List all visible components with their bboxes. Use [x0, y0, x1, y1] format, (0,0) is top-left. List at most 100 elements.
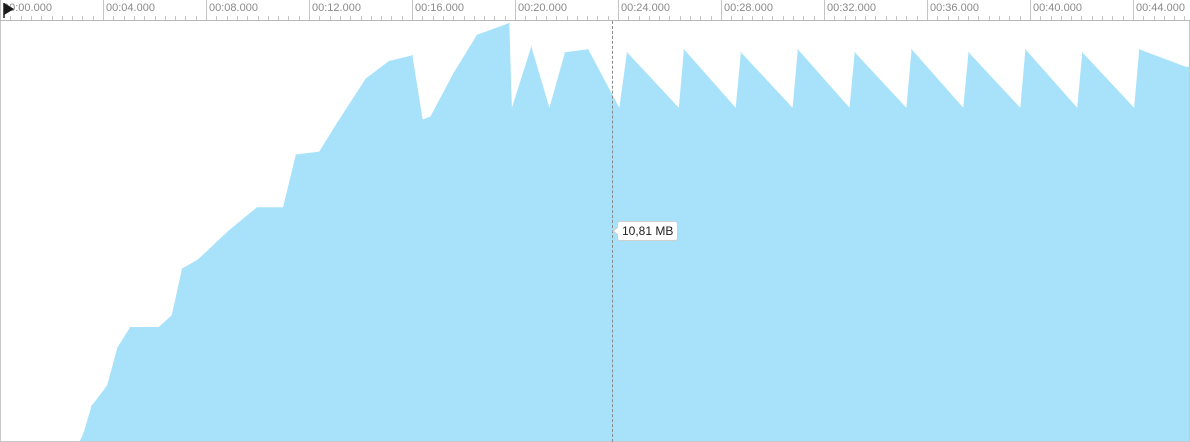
ruler-minor-tick	[742, 16, 743, 20]
playhead-flag-icon[interactable]	[3, 2, 15, 18]
memory-sample-point	[1133, 107, 1135, 109]
ruler-tick-label: 00:20.000	[518, 2, 567, 14]
ruler-minor-tick	[628, 16, 629, 20]
memory-sample-point	[256, 207, 258, 209]
memory-sample-point	[905, 107, 907, 109]
memory-sample-point	[129, 327, 131, 328]
ruler-minor-tick	[803, 16, 804, 20]
ruler-minor-tick	[247, 16, 248, 20]
ruler-minor-tick	[422, 16, 423, 20]
memory-sample-point	[1019, 107, 1021, 109]
ruler-minor-tick	[762, 16, 763, 20]
memory-sample-point	[158, 327, 160, 328]
ruler-minor-tick	[783, 16, 784, 20]
ruler-minor-tick	[1081, 16, 1082, 20]
ruler-minor-tick	[700, 16, 701, 20]
ruler-minor-tick	[937, 16, 938, 20]
memory-sample-point	[854, 52, 856, 54]
time-ruler[interactable]: 00:00.000 00:04.000 00:08.000 00:12.000 00:1…	[0, 0, 1190, 21]
ruler-major-tick	[103, 0, 104, 20]
ruler-minor-tick	[443, 16, 444, 20]
ruler-minor-tick	[587, 16, 588, 20]
ruler-minor-tick	[216, 16, 217, 20]
ruler-minor-tick	[453, 16, 454, 20]
ruler-minor-tick	[185, 16, 186, 20]
ruler-minor-tick	[1174, 16, 1175, 20]
ruler-minor-tick	[896, 16, 897, 20]
ruler-minor-tick	[62, 16, 63, 20]
ruler-minor-tick	[381, 16, 382, 20]
ruler-minor-tick	[556, 16, 557, 20]
memory-sample-point	[83, 432, 85, 434]
memory-sample-point	[91, 405, 92, 407]
ruler-minor-tick	[144, 16, 145, 20]
memory-sample-point	[508, 23, 510, 24]
ruler-minor-tick	[1102, 16, 1103, 20]
memory-sample-point	[1076, 107, 1078, 109]
ruler-minor-tick	[155, 16, 156, 20]
ruler-minor-tick	[1123, 16, 1124, 20]
ruler-minor-tick	[391, 16, 392, 20]
ruler-minor-tick	[340, 16, 341, 20]
ruler-minor-tick	[319, 16, 320, 20]
ruler-minor-tick	[1184, 16, 1185, 20]
ruler-minor-tick	[886, 16, 887, 20]
memory-sample-point	[618, 107, 620, 109]
ruler-major-tick	[1133, 0, 1134, 20]
ruler-minor-tick	[268, 16, 269, 20]
ruler-minor-tick	[134, 16, 135, 20]
ruler-minor-tick	[494, 16, 495, 20]
ruler-minor-tick	[1009, 16, 1010, 20]
memory-sample-point	[365, 78, 367, 80]
memory-sample-point	[1081, 52, 1083, 54]
ruler-tick-label: 00:24.000	[621, 2, 670, 14]
memory-sample-point	[171, 315, 173, 317]
memory-sample-point	[548, 107, 550, 109]
ruler-minor-tick	[814, 16, 815, 20]
memory-sample-point	[587, 49, 589, 51]
memory-sample-point	[797, 49, 799, 51]
ruler-tick-label: 00:12.000	[312, 2, 361, 14]
ruler-minor-tick	[731, 16, 732, 20]
ruler-minor-tick	[917, 16, 918, 20]
ruler-minor-tick	[577, 16, 578, 20]
ruler-minor-tick	[659, 16, 660, 20]
ruler-minor-tick	[711, 16, 712, 20]
ruler-minor-tick	[1143, 16, 1144, 20]
memory-sample-point	[735, 107, 737, 109]
ruler-tick-label: 00:00.000	[3, 2, 52, 14]
ruler-minor-tick	[371, 16, 372, 20]
memory-sample-point	[792, 107, 794, 109]
ruler-tick-label: 00:28.000	[724, 2, 773, 14]
ruler-minor-tick	[299, 16, 300, 20]
memory-sample-point	[1138, 49, 1140, 51]
ruler-minor-tick	[165, 16, 166, 20]
ruler-minor-tick	[1092, 16, 1093, 20]
memory-usage-chart[interactable]: 10,81 MB	[0, 21, 1190, 442]
memory-sample-point	[228, 230, 230, 232]
ruler-minor-tick	[793, 16, 794, 20]
ruler-minor-tick	[1112, 16, 1113, 20]
memory-sample-point	[1024, 49, 1026, 51]
ruler-minor-tick	[474, 16, 475, 20]
ruler-minor-tick	[237, 16, 238, 20]
ruler-minor-tick	[1164, 16, 1165, 20]
ruler-minor-tick	[124, 16, 125, 20]
ruler-minor-tick	[608, 16, 609, 20]
ruler-minor-tick	[865, 16, 866, 20]
memory-sample-point	[849, 107, 850, 109]
memory-sample-point	[1185, 66, 1187, 68]
ruler-minor-tick	[433, 16, 434, 20]
ruler-minor-tick	[567, 16, 568, 20]
ruler-major-tick	[1030, 0, 1031, 20]
ruler-minor-tick	[1071, 16, 1072, 20]
memory-sample-point	[422, 119, 424, 121]
ruler-minor-tick	[484, 16, 485, 20]
memory-area-svg	[79, 23, 1189, 441]
ruler-minor-tick	[464, 16, 465, 20]
ruler-minor-tick	[772, 16, 773, 20]
ruler-minor-tick	[536, 16, 537, 20]
ruler-minor-tick	[639, 16, 640, 20]
ruler-tick-label: 00:40.000	[1033, 2, 1082, 14]
